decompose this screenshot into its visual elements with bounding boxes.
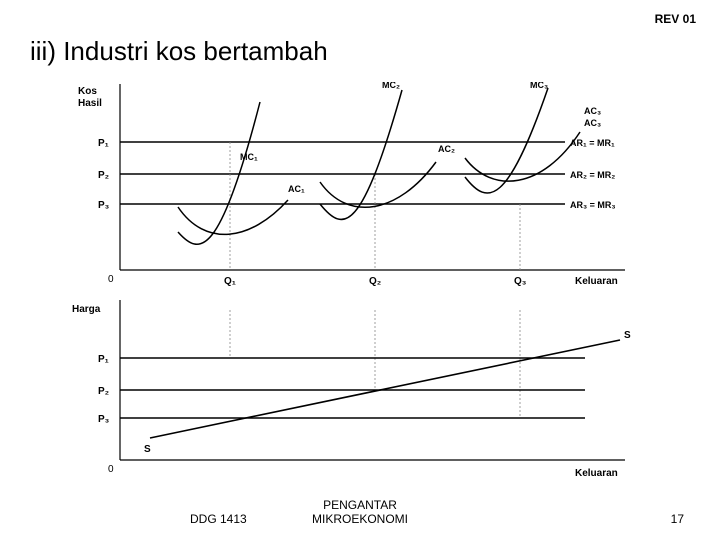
svg-text:AC₃: AC₃ xyxy=(584,118,601,128)
svg-text:P₃: P₃ xyxy=(98,414,110,425)
svg-text:MC₃: MC₃ xyxy=(530,82,548,90)
svg-text:P₃: P₃ xyxy=(98,200,110,211)
svg-text:Keluaran: Keluaran xyxy=(575,468,618,479)
footer-subtitle: PENGANTAR MIKROEKONOMI xyxy=(0,498,720,526)
svg-text:S: S xyxy=(144,444,151,455)
slide-title: iii) Industri kos bertambah xyxy=(30,36,328,67)
svg-text:Hasil: Hasil xyxy=(78,98,102,109)
svg-text:Kos: Kos xyxy=(78,86,97,97)
svg-text:P₁: P₁ xyxy=(98,354,109,365)
svg-text:AR₃ = MR₃: AR₃ = MR₃ xyxy=(570,200,616,210)
svg-text:P₂: P₂ xyxy=(98,386,109,397)
svg-text:Harga: Harga xyxy=(72,304,101,315)
svg-text:Q₃: Q₃ xyxy=(514,276,527,287)
svg-text:MC₂: MC₂ xyxy=(382,82,400,90)
svg-text:AC₁: AC₁ xyxy=(288,184,305,194)
svg-text:AR₁ = MR₁: AR₁ = MR₁ xyxy=(570,138,615,148)
svg-text:P₂: P₂ xyxy=(98,170,109,181)
svg-text:Q₁: Q₁ xyxy=(224,276,236,287)
svg-text:AC₃: AC₃ xyxy=(584,106,601,116)
economics-diagram: KosHasil Keluaran 0 P₁ AR₁ = MR₁ P₂ AR₂ = MR₂ P… xyxy=(60,82,660,482)
svg-text:P₁: P₁ xyxy=(98,138,109,149)
svg-text:Q₂: Q₂ xyxy=(369,276,381,287)
rev-tag: REV 01 xyxy=(655,12,696,26)
svg-text:Keluaran: Keluaran xyxy=(575,276,618,287)
svg-text:AC₂: AC₂ xyxy=(438,144,455,154)
page-number: 17 xyxy=(671,512,684,526)
svg-text:S: S xyxy=(624,330,631,341)
svg-text:MC₁: MC₁ xyxy=(240,152,258,162)
svg-text:AR₂ = MR₂: AR₂ = MR₂ xyxy=(570,170,615,180)
svg-text:0: 0 xyxy=(108,274,114,285)
svg-text:0: 0 xyxy=(108,464,114,475)
